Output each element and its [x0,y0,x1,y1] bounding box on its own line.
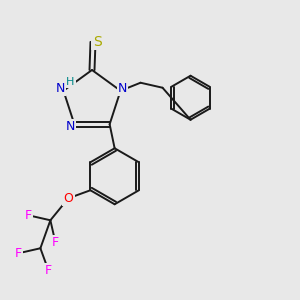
Text: N: N [66,120,75,133]
Text: O: O [63,192,73,205]
Text: F: F [25,209,32,222]
Text: H: H [66,77,75,87]
Text: N: N [118,82,127,95]
Text: F: F [52,236,59,249]
Text: F: F [15,247,22,260]
Text: S: S [93,35,101,49]
Text: F: F [45,264,52,277]
Text: N: N [56,82,65,95]
